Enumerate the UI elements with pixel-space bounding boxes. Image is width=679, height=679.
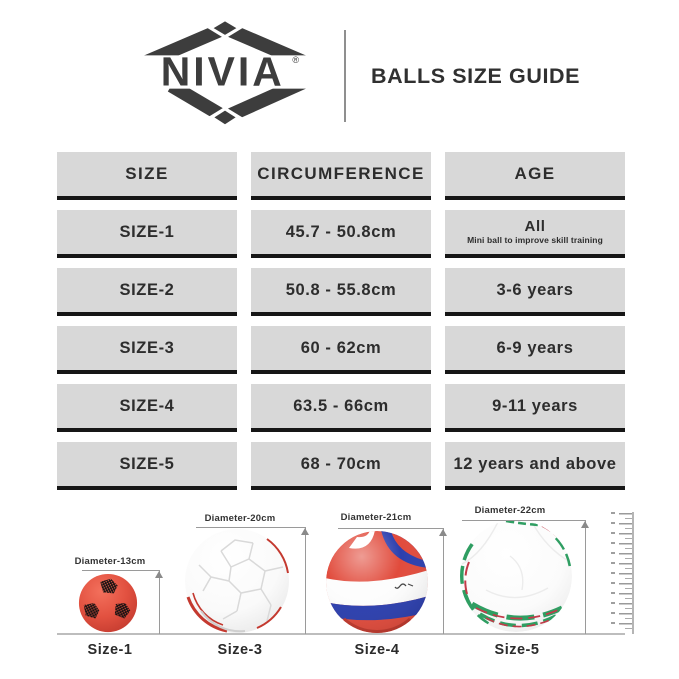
cell-size-4: SIZE-4 [57, 384, 237, 432]
header-cell-age: AGE [445, 152, 625, 200]
header-divider [344, 30, 346, 122]
cell-size-2: SIZE-2 [57, 268, 237, 316]
measure-line-size-5 [462, 520, 586, 521]
diameter-label-size-5: Diameter-22cm [474, 505, 546, 516]
age-note: Mini ball to improve skill training [467, 235, 603, 245]
header-cell-size: SIZE [57, 152, 237, 200]
measure-line-size-3 [196, 527, 306, 528]
cell-circumference-5: 68 - 70cm [251, 442, 431, 490]
measure-line-size-1 [82, 570, 160, 571]
cell-circumference-4: 63.5 - 66cm [251, 384, 431, 432]
cell-size-1: SIZE-1 [57, 210, 237, 258]
cell-age-5: 12 years and above [445, 442, 625, 490]
ruler-icon [610, 512, 634, 634]
cell-size-3: SIZE-3 [57, 326, 237, 374]
measure-line-size-4 [443, 528, 444, 634]
measure-line-size-1 [159, 570, 160, 634]
nivia-logo-icon: NIVIA ® [138, 17, 312, 128]
size-label-1: Size-1 [87, 642, 133, 658]
arrow-up-icon [301, 528, 309, 535]
size-label-5: Size-5 [494, 642, 540, 658]
arrow-up-icon [155, 571, 163, 578]
ruler-ticks [619, 513, 632, 633]
measure-line-size-4 [338, 528, 444, 529]
registered-mark: ® [292, 55, 299, 65]
brand-wordmark: NIVIA [161, 49, 285, 95]
header-cell-circumference: CIRCUMFERENCE [251, 152, 431, 200]
ball-size-1-icon [78, 573, 138, 633]
size-label-3: Size-3 [217, 642, 263, 658]
age-value: All [524, 218, 546, 235]
cell-circumference-2: 50.8 - 55.8cm [251, 268, 431, 316]
diameter-label-size-3: Diameter-20cm [204, 513, 276, 524]
ball-size-5-icon [460, 520, 572, 632]
ball-size-3-icon [185, 529, 289, 633]
diameter-label-size-1: Diameter-13cm [74, 556, 146, 567]
measure-line-size-3 [305, 527, 306, 634]
page-title: BALLS SIZE GUIDE [371, 64, 581, 88]
size-table: SIZE CIRCUMFERENCE AGE SIZE-1 45.7 - 50.… [57, 152, 625, 490]
ruler-numbers [611, 512, 615, 632]
ball-size-4-icon [326, 531, 428, 633]
arrow-up-icon [581, 521, 589, 528]
diameter-label-size-4: Diameter-21cm [340, 512, 412, 523]
measure-line-size-5 [585, 520, 586, 634]
cell-size-5: SIZE-5 [57, 442, 237, 490]
cell-age-3: 6-9 years [445, 326, 625, 374]
cell-circumference-1: 45.7 - 50.8cm [251, 210, 431, 258]
ground-line [57, 633, 625, 635]
size-label-4: Size-4 [354, 642, 400, 658]
cell-circumference-3: 60 - 62cm [251, 326, 431, 374]
arrow-up-icon [439, 529, 447, 536]
cell-age-2: 3-6 years [445, 268, 625, 316]
cell-age-4: 9-11 years [445, 384, 625, 432]
ruler-line [632, 512, 634, 634]
cell-age-1: All Mini ball to improve skill training [445, 210, 625, 258]
